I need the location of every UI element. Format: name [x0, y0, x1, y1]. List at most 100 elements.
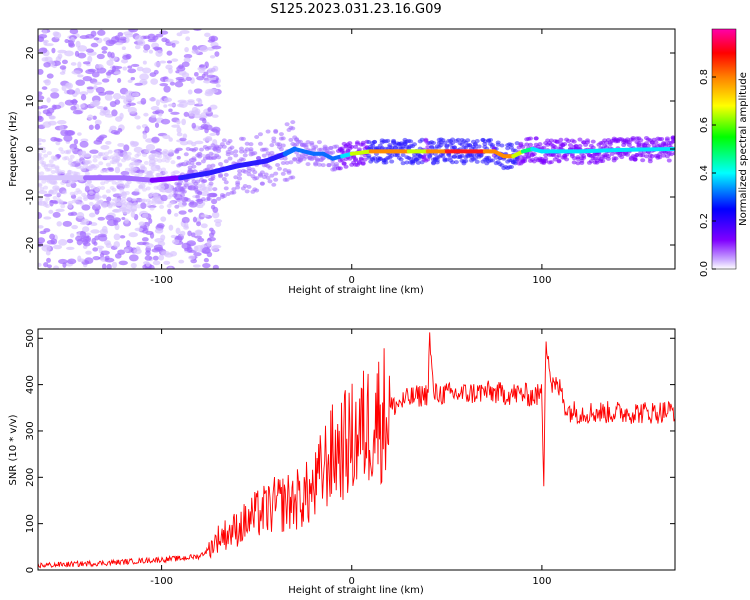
spectrogram-noise-cell [104, 90, 115, 95]
spectrogram-halo-cell [100, 185, 106, 190]
spectrogram-noise-cell [74, 87, 81, 95]
spectrogram-noise-cell [39, 230, 47, 235]
spectrogram-noise-cell [109, 125, 117, 131]
spectrogram-halo-cell [273, 177, 279, 182]
spectrogram-halo-cell [159, 200, 165, 205]
spectrogram-halo-cell [141, 198, 147, 203]
spectrogram-halo-cell [276, 142, 282, 147]
spectrogram-noise-cell [175, 227, 181, 235]
spectrogram-noise-cell [113, 233, 121, 241]
spectrogram-noise-cell [56, 221, 63, 227]
snr-series-line [38, 332, 675, 569]
spectrogram-y-axis-label: Frequency (Hz) [8, 111, 19, 187]
spectrogram-halo-cell [155, 172, 161, 177]
spectrogram-halo-cell [271, 139, 277, 144]
spectrogram-halo-cell [81, 167, 87, 172]
spectrogram-noise-cell [148, 49, 154, 54]
spectrogram-halo-cell [58, 200, 64, 205]
spectrogram-halo-cell [341, 161, 347, 166]
spectrogram-noise-cell [101, 225, 108, 233]
spectrogram-ridge-segment [349, 149, 373, 156]
spectrogram-noise-cell [38, 111, 42, 116]
spectrogram-noise-cell [134, 44, 141, 50]
spectrogram-noise-cell [147, 39, 157, 43]
spectrogram-halo-cell [411, 142, 417, 147]
spectrogram-halo-cell [339, 158, 345, 163]
snr-x-axis-label: Height of straight line (km) [288, 585, 424, 596]
spectrogram-halo-cell [261, 153, 267, 158]
spectrogram-noise-cell [87, 68, 97, 73]
spectrogram-noise-cell [86, 86, 95, 90]
spectrogram-noise-cell [141, 67, 152, 74]
spectrogram-noise-cell [127, 102, 136, 106]
spectrogram-halo-cell [185, 197, 191, 202]
spectrogram-halo-cell [385, 138, 391, 143]
spectrogram-halo-cell [176, 182, 182, 187]
spectrogram-halo-cell [543, 159, 549, 164]
spectrogram-noise-cell [93, 241, 98, 246]
spectrogram-noise-cell [52, 104, 62, 110]
spectrogram-halo-cell [286, 170, 292, 175]
spectrogram-halo-cell [392, 145, 398, 150]
spectrogram-halo-cell [145, 149, 151, 154]
spectrogram-halo-cell [303, 143, 309, 148]
spectrogram-halo-cell [50, 170, 56, 175]
spectrogram-noise-cell [187, 230, 192, 237]
spectrogram-halo-cell [619, 155, 625, 160]
spectrogram-halo-cell [273, 128, 279, 133]
spectrogram-noise-cell [45, 250, 51, 256]
spectrogram-halo-cell [398, 157, 404, 162]
spectrogram-halo-cell [121, 196, 127, 201]
spectrogram-noise-cell [125, 240, 131, 248]
spectrogram-halo-cell [92, 154, 98, 159]
spectrogram-halo-cell [579, 160, 585, 165]
spectrogram-halo-cell [318, 147, 324, 152]
spectrogram-noise-cell [38, 47, 48, 54]
spectrogram-halo-cell [647, 159, 653, 164]
spectrogram-noise-cell [100, 250, 110, 256]
spectrogram-halo-cell [518, 141, 524, 146]
spectrogram-noise-cell [49, 233, 55, 240]
spectrogram-halo-cell [88, 191, 94, 196]
spectrogram-noise-cell [209, 132, 217, 136]
spectrogram-noise-cell [209, 104, 218, 110]
spectrogram-halo-cell [43, 185, 49, 190]
spectrogram-noise-cell [184, 247, 190, 252]
spectrogram-halo-cell [147, 200, 153, 205]
spectrogram-halo-cell [450, 140, 456, 145]
spectrogram-ridge-segment [577, 147, 620, 154]
spectrogram-noise-cell [67, 258, 77, 265]
spectrogram-noise-cell [206, 74, 216, 78]
spectrogram-noise-cell [43, 193, 53, 197]
spectrogram-noise-cell [170, 234, 177, 239]
spectrogram-noise-cell [70, 62, 77, 66]
spectrogram-halo-cell [195, 194, 201, 199]
spectrogram-halo-cell [191, 156, 197, 161]
spectrogram-noise-cell [96, 105, 105, 110]
spectrogram-halo-cell [102, 194, 108, 199]
spectrogram-halo-cell [210, 143, 216, 148]
spectrogram-noise-cell [53, 31, 62, 39]
spectrogram-halo-cell [92, 158, 98, 163]
spectrogram-halo-cell [117, 162, 123, 167]
spectrogram-noise-cell [87, 114, 94, 121]
spectrogram-halo-cell [290, 126, 296, 131]
spectrogram-halo-cell [126, 180, 132, 185]
spectrogram-noise-cell [148, 218, 153, 224]
spectrogram-noise-cell [134, 227, 144, 232]
spectrogram-noise-cell [140, 202, 147, 210]
spectrogram-halo-cell [244, 141, 250, 146]
spectrogram-noise-cell [84, 257, 94, 265]
spectrogram-noise-cell [145, 144, 156, 151]
spectrogram-halo-cell [571, 160, 577, 165]
spectrogram-noise-cell [155, 49, 163, 57]
spectrogram-halo-cell [136, 161, 142, 166]
spectrogram-halo-cell [282, 156, 288, 161]
spectrogram-noise-cell [171, 124, 181, 128]
spectrogram-noise-cell [59, 65, 67, 70]
spectrogram-halo-cell [400, 161, 406, 166]
spectrogram-halo-cell [482, 141, 488, 146]
spectrogram-noise-cell [163, 85, 171, 93]
spectrogram-noise-cell [119, 235, 126, 239]
spectrogram-noise-cell [139, 73, 149, 81]
